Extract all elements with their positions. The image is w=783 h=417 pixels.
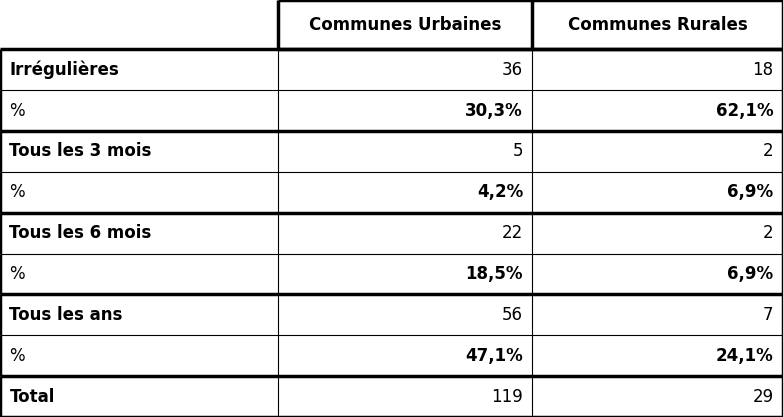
Text: Communes Rurales: Communes Rurales (568, 15, 748, 34)
Text: Tous les ans: Tous les ans (9, 306, 123, 324)
Text: 4,2%: 4,2% (477, 183, 523, 201)
Text: 62,1%: 62,1% (716, 101, 774, 120)
Text: 5: 5 (513, 142, 523, 161)
Text: 7: 7 (763, 306, 774, 324)
Text: %: % (9, 265, 25, 283)
Text: %: % (9, 183, 25, 201)
Text: %: % (9, 101, 25, 120)
Text: 30,3%: 30,3% (465, 101, 523, 120)
Text: 18: 18 (752, 60, 774, 79)
Text: 119: 119 (491, 387, 523, 406)
Text: Total: Total (9, 387, 55, 406)
Text: %: % (9, 347, 25, 365)
Text: 24,1%: 24,1% (716, 347, 774, 365)
Text: Tous les 3 mois: Tous les 3 mois (9, 142, 152, 161)
Text: 56: 56 (502, 306, 523, 324)
Text: Communes Urbaines: Communes Urbaines (309, 15, 501, 34)
Text: 29: 29 (752, 387, 774, 406)
Text: 2: 2 (763, 142, 774, 161)
Text: 36: 36 (502, 60, 523, 79)
Text: 6,9%: 6,9% (727, 265, 774, 283)
Text: 18,5%: 18,5% (466, 265, 523, 283)
Text: Irrégulières: Irrégulières (9, 60, 119, 79)
Text: 22: 22 (502, 224, 523, 242)
Text: 2: 2 (763, 224, 774, 242)
Text: Tous les 6 mois: Tous les 6 mois (9, 224, 152, 242)
Text: 6,9%: 6,9% (727, 183, 774, 201)
Text: 47,1%: 47,1% (465, 347, 523, 365)
